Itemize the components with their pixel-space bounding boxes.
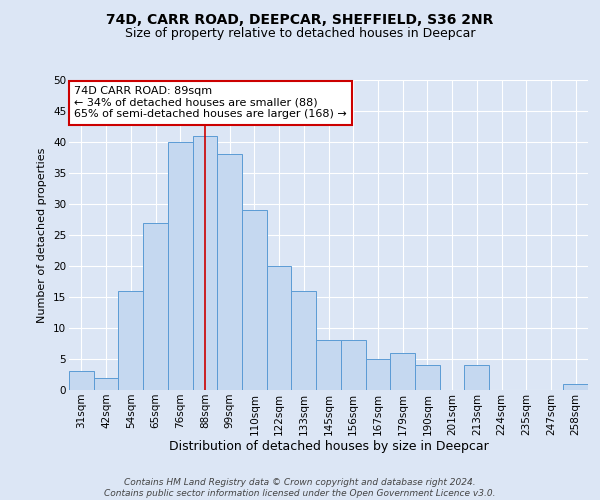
Bar [118, 291, 143, 390]
Bar [242, 210, 267, 390]
Bar [292, 291, 316, 390]
Y-axis label: Number of detached properties: Number of detached properties [37, 148, 47, 322]
Bar [464, 365, 489, 390]
Bar [341, 340, 365, 390]
Text: Contains HM Land Registry data © Crown copyright and database right 2024.
Contai: Contains HM Land Registry data © Crown c… [104, 478, 496, 498]
Bar [390, 353, 415, 390]
Bar [168, 142, 193, 390]
Bar [316, 340, 341, 390]
Bar [69, 372, 94, 390]
Bar [415, 365, 440, 390]
Text: 74D, CARR ROAD, DEEPCAR, SHEFFIELD, S36 2NR: 74D, CARR ROAD, DEEPCAR, SHEFFIELD, S36 … [106, 12, 494, 26]
Bar [94, 378, 118, 390]
Bar [193, 136, 217, 390]
Bar [365, 359, 390, 390]
Bar [217, 154, 242, 390]
Text: Size of property relative to detached houses in Deepcar: Size of property relative to detached ho… [125, 28, 475, 40]
Bar [143, 222, 168, 390]
Bar [267, 266, 292, 390]
X-axis label: Distribution of detached houses by size in Deepcar: Distribution of detached houses by size … [169, 440, 488, 454]
Text: 74D CARR ROAD: 89sqm
← 34% of detached houses are smaller (88)
65% of semi-detac: 74D CARR ROAD: 89sqm ← 34% of detached h… [74, 86, 347, 120]
Bar [563, 384, 588, 390]
